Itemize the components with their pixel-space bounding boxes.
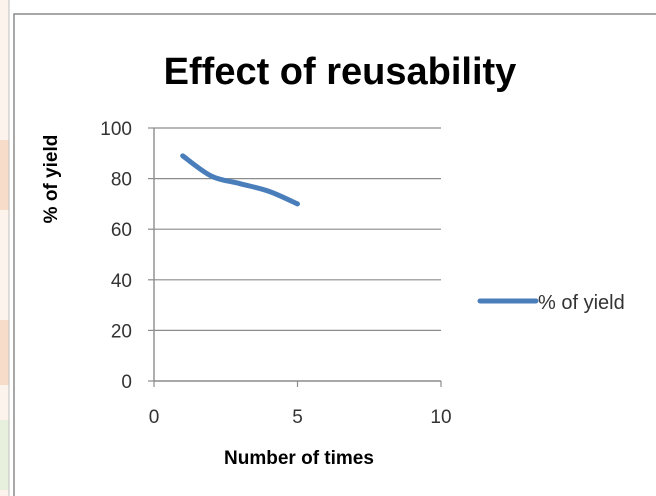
chart-title: Effect of reusability [164, 51, 517, 93]
y-tick-label: 40 [111, 271, 132, 292]
y-tick-labels: 0 20 40 60 80 100 [100, 119, 132, 393]
y-tick-label: 60 [111, 220, 132, 241]
y-tick-label: 20 [111, 321, 132, 342]
left-edge-accent-1 [0, 140, 9, 210]
gridlines [148, 127, 441, 382]
legend: % of yield [477, 292, 625, 314]
x-tick-label: 10 [430, 407, 451, 428]
left-edge-accent-3 [0, 420, 9, 490]
x-tick-label: 5 [292, 407, 303, 428]
left-edge-strip [0, 0, 9, 496]
y-tick-label: 80 [111, 170, 132, 191]
x-tick-label: 0 [149, 407, 160, 428]
y-tick-label: 100 [100, 119, 132, 140]
x-axis-label: Number of times [224, 448, 374, 469]
legend-label: % of yield [538, 292, 625, 314]
series-line [180, 153, 300, 207]
y-axis-label: % of yield [41, 135, 62, 224]
left-edge-accent-2 [0, 320, 9, 385]
x-tick-labels: 0 5 10 [149, 407, 452, 428]
series-lines [180, 153, 300, 207]
axes [153, 128, 442, 387]
y-tick-label: 0 [121, 372, 132, 393]
chart-border [13, 13, 656, 496]
